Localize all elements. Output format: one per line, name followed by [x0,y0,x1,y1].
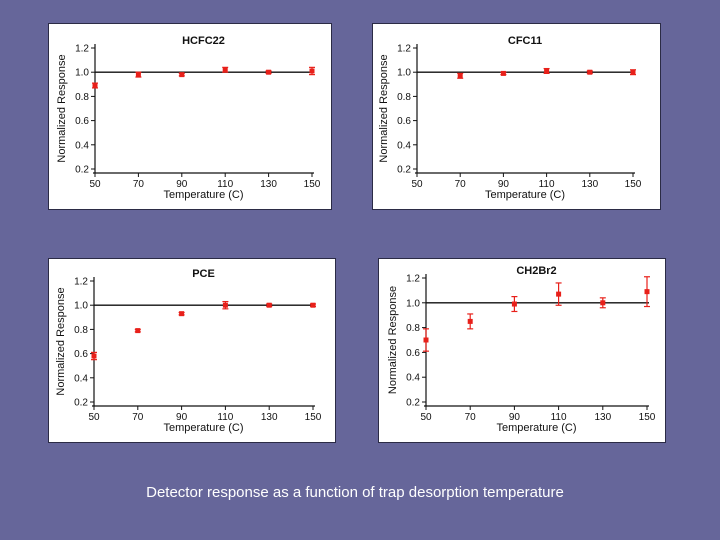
y-tick-label: 1.0 [397,68,411,79]
x-tick-label: 50 [420,412,432,423]
data-point [467,318,473,324]
y-axis-label: Normalized Response [55,287,67,395]
data-point [310,302,316,308]
chart-ch2br2: CH2Br2 0.2 0.4 0.6 0.8 1.0 1.2 50 70 90 110 130 150 T… [387,265,656,434]
y-tick-label: 0.2 [406,398,420,409]
y-tick-label: 0.4 [74,373,88,384]
data-point [135,72,141,78]
chart-title: HCFC22 [182,35,225,47]
chart-panel-ch2br2: CH2Br2 0.2 0.4 0.6 0.8 1.0 1.2 50 70 90 110 130 150 T… [378,258,666,443]
y-tick-label: 1.0 [74,301,88,312]
y-tick-label: 0.6 [75,116,89,127]
y-tick-label: 0.8 [406,323,420,334]
x-axis-label: Temperature (C) [163,422,243,434]
chart-title: PCE [192,268,215,280]
x-tick-label: 70 [455,179,467,190]
data-point [222,302,228,308]
y-tick-label: 0.8 [75,92,89,103]
chart-title: CH2Br2 [516,265,556,277]
y-tick-label: 0.4 [406,373,420,384]
x-tick-label: 130 [261,412,278,423]
x-axis-label: Temperature (C) [485,189,565,201]
data-point [222,67,228,73]
data-point [266,302,272,308]
y-tick-label: 0.2 [397,165,411,176]
data-point [266,69,272,75]
x-tick-label: 50 [411,179,423,190]
data-point [92,83,98,89]
data-point [135,328,141,334]
chart-panel-hcfc22: HCFC22 0.2 0.4 0.6 0.8 1.0 1.2 50 70 90 110 130 150 T… [48,23,332,210]
x-tick-label: 130 [594,412,611,423]
x-tick-label: 50 [88,412,100,423]
data-point [91,353,97,359]
chart-pce: PCE 0.2 0.4 0.6 0.8 1.0 1.2 50 70 90 110 130 150 Temp… [55,268,322,434]
data-point [644,289,650,295]
data-point [179,311,185,317]
y-tick-label: 0.6 [406,348,420,359]
x-tick-label: 90 [498,179,510,190]
y-tick-label: 0.6 [397,116,411,127]
y-tick-label: 0.4 [75,140,89,151]
chart-hcfc22: HCFC22 0.2 0.4 0.6 0.8 1.0 1.2 50 70 90 110 130 150 T… [56,35,321,201]
x-tick-label: 150 [304,179,321,190]
x-tick-label: 70 [132,412,144,423]
y-tick-label: 0.2 [75,165,89,176]
chart-title: CFC11 [508,35,542,47]
x-tick-label: 90 [176,412,188,423]
y-tick-label: 1.0 [406,298,420,309]
x-tick-label: 70 [465,412,477,423]
x-tick-label: 90 [176,179,188,190]
data-point [587,69,593,75]
chart-panel-cfc11: CFC11 0.2 0.4 0.6 0.8 1.0 1.2 50 70 90 110 130 150 Te… [372,23,661,210]
x-tick-label: 50 [89,179,101,190]
slide-caption: Detector response as a function of trap … [146,484,564,501]
y-tick-label: 1.2 [406,274,420,285]
data-point [600,300,606,306]
x-tick-label: 130 [581,179,598,190]
y-tick-label: 1.2 [397,44,411,55]
data-point [179,72,185,78]
y-tick-label: 1.2 [75,44,89,55]
x-axis-label: Temperature (C) [496,422,576,434]
x-tick-label: 110 [551,412,567,423]
x-tick-label: 130 [260,179,277,190]
y-tick-label: 0.8 [397,92,411,103]
y-tick-label: 0.2 [74,398,88,409]
data-point [423,337,429,343]
x-tick-label: 110 [217,179,233,190]
y-axis-label: Normalized Response [387,286,399,394]
y-axis-label: Normalized Response [56,54,68,162]
data-point [544,68,550,74]
data-point [500,70,506,76]
x-tick-label: 150 [305,412,322,423]
x-tick-label: 70 [133,179,145,190]
data-point [630,69,636,75]
chart-cfc11: CFC11 0.2 0.4 0.6 0.8 1.0 1.2 50 70 90 110 130 150 Te… [378,35,642,201]
y-tick-label: 0.8 [74,325,88,336]
data-point [457,73,463,79]
y-axis-label: Normalized Response [378,54,390,162]
x-axis-label: Temperature (C) [163,189,243,201]
x-tick-label: 90 [509,412,521,423]
chart-panel-pce: PCE 0.2 0.4 0.6 0.8 1.0 1.2 50 70 90 110 130 150 Temp… [48,258,336,443]
data-point [309,68,315,74]
data-point [511,301,517,307]
x-tick-label: 110 [217,412,233,423]
y-tick-label: 0.4 [397,140,411,151]
x-tick-label: 150 [639,412,656,423]
y-tick-label: 1.2 [74,277,88,288]
x-tick-label: 150 [625,179,642,190]
x-tick-label: 110 [539,179,555,190]
data-point [556,291,562,297]
y-tick-label: 0.6 [74,349,88,360]
y-tick-label: 1.0 [75,68,89,79]
